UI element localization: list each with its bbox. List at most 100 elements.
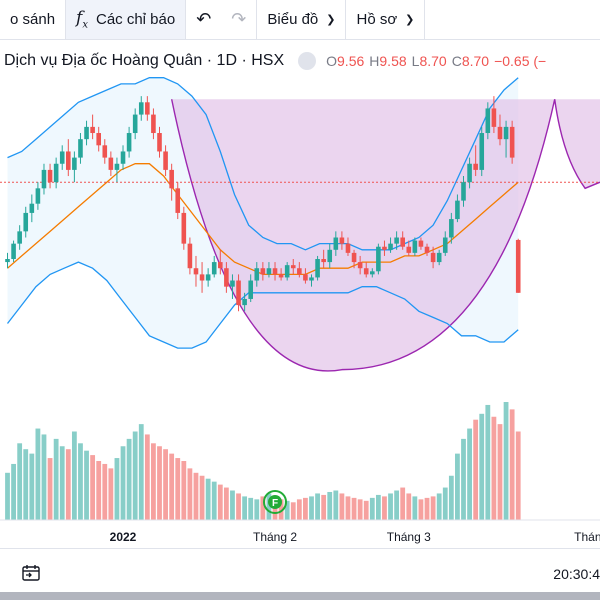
candle-body [412, 240, 418, 253]
symbol-legend: Dịch vụ Địa ốc Hoàng Quân · 1D · HSX O9.… [0, 46, 600, 76]
volume-bar [29, 453, 35, 520]
bollinger-upper-line [7, 77, 519, 251]
profile-button[interactable]: Hồ sơ ❯ [346, 0, 424, 39]
candle-body [449, 219, 454, 238]
volume-bar [327, 491, 333, 520]
volume-bar [442, 487, 448, 520]
cup-fill [171, 99, 555, 371]
volume-bar [35, 428, 41, 520]
volume-bar [509, 409, 515, 520]
volume-bar [461, 438, 466, 520]
volume-bar [114, 458, 120, 520]
undo-button[interactable]: ↶ [186, 0, 221, 39]
candle-body [503, 126, 509, 140]
close-value: C8.70 [451, 53, 490, 69]
candle-body [126, 133, 132, 152]
volume-bar [467, 428, 472, 520]
high-value: H9.58 [369, 53, 407, 69]
candle-body [497, 126, 503, 140]
volume-bar [321, 494, 327, 520]
chart-type-button[interactable]: Biểu đồ ❯ [257, 0, 345, 39]
signal-label: F [272, 498, 278, 509]
volume-bar [473, 419, 479, 520]
more-options-icon[interactable] [298, 52, 317, 70]
chart-type-label: Biểu đồ [267, 11, 319, 28]
volume-bar [254, 499, 260, 520]
candle-body [382, 246, 387, 250]
candle-body [254, 268, 260, 281]
fx-icon: fx [76, 8, 88, 31]
symbol-title[interactable]: Dịch vụ Địa ốc Hoàng Quân · 1D · HSX [4, 52, 285, 69]
candle-body [394, 237, 399, 244]
candle-body [272, 268, 278, 275]
volume-bar [351, 497, 357, 520]
volume-bar [315, 493, 320, 520]
price-chart[interactable]: F 2022 Tháng 2 Tháng 3 Tháng [0, 0, 600, 548]
volume-bar [296, 499, 302, 520]
volume-bar [126, 438, 132, 520]
candle-body [278, 274, 284, 278]
compare-button[interactable]: o sánh [0, 0, 65, 39]
indicators-button[interactable]: fx Các chỉ báo [66, 0, 186, 39]
candle-body [290, 265, 296, 269]
volume-bar [406, 493, 412, 520]
candle-body [309, 277, 314, 281]
volume-bar [59, 446, 65, 520]
signal-circle [263, 490, 288, 514]
redo-button[interactable]: ↷ [221, 0, 256, 39]
handle-outline [554, 99, 600, 190]
volume-bar [290, 502, 296, 520]
volume-bar [260, 496, 266, 520]
candle-body [376, 246, 381, 272]
volume-bar [205, 478, 211, 520]
volume-bar [175, 458, 181, 520]
candle-body [248, 280, 253, 299]
calendar-icon[interactable] [22, 565, 40, 581]
volume-bar [78, 443, 83, 520]
volume-bar [199, 475, 205, 520]
candle-body [406, 246, 412, 253]
candle-body [351, 252, 357, 263]
volume-bar [448, 475, 454, 520]
candle-body [102, 145, 108, 158]
low-value: L8.70 [411, 53, 447, 69]
candle-body [11, 243, 16, 260]
volume-bar [491, 416, 497, 520]
open-value: O9.56 [326, 53, 365, 69]
volume-bar [333, 490, 339, 520]
volume-bar [284, 500, 290, 520]
candle-body [138, 102, 144, 115]
candle-body [400, 237, 405, 247]
candle-body [442, 237, 448, 253]
undo-arrow-icon: ↶ [196, 9, 212, 29]
candle-body [175, 188, 181, 213]
candle-body [345, 243, 351, 253]
candle-body [467, 163, 472, 183]
candle-body [297, 268, 302, 275]
volume-bar [248, 497, 254, 520]
candle-body [41, 169, 47, 189]
handle-fill [554, 99, 600, 189]
clock-time: 20:30:4 [553, 566, 600, 582]
candle-body [357, 262, 363, 269]
candle-body [224, 268, 229, 287]
volume-bar [345, 496, 351, 520]
toolbar-divider [424, 0, 426, 40]
volume-bar [96, 461, 102, 520]
toolbar-divider [65, 0, 67, 40]
volume-bar [223, 487, 229, 520]
volume-bar [157, 446, 162, 520]
candle-body [59, 151, 65, 164]
candle-body [327, 249, 333, 263]
volume-bar [181, 461, 187, 520]
chevron-down-icon: ❯ [326, 14, 336, 26]
bollinger-lower-line [6, 261, 519, 349]
volume-bar [309, 496, 314, 520]
candle-body [363, 268, 369, 275]
volume-bar [5, 472, 10, 520]
volume-bar [236, 493, 241, 520]
candle-body [479, 133, 485, 170]
volume-bar [132, 431, 138, 520]
volume-bar [497, 424, 503, 520]
chevron-down-icon: ❯ [405, 14, 415, 26]
